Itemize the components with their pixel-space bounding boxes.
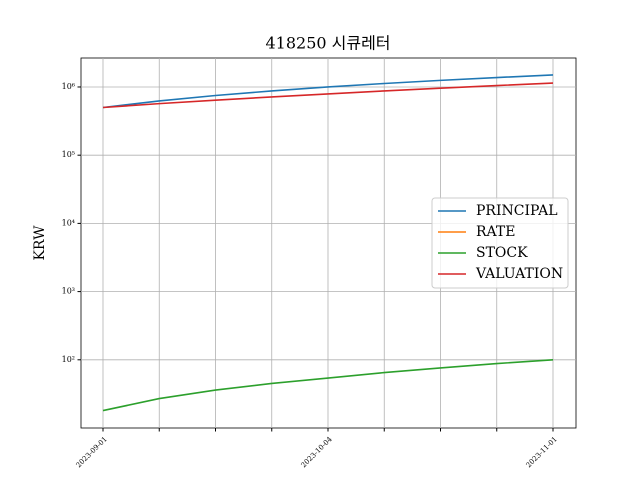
series-line — [102, 358, 554, 412]
y-tick-label: 10² — [62, 355, 75, 364]
y-tick-label: 10³ — [62, 287, 75, 296]
legend-label: VALUATION — [475, 266, 563, 282]
y-axis-label: KRW — [32, 225, 48, 261]
series-line — [102, 82, 554, 109]
x-tick-label: 2023-10-04 — [300, 435, 335, 470]
legend-label: RATE — [476, 224, 515, 240]
legend-box — [431, 197, 569, 289]
legend: PRINCIPAL RATE STOCK VALUATION — [431, 197, 569, 289]
legend-label: STOCK — [476, 245, 528, 261]
y-tick-label: 10⁵ — [62, 150, 75, 159]
series-line — [102, 74, 554, 109]
y-tick-label: 10⁴ — [62, 218, 75, 227]
y-tick-label: 10⁶ — [62, 82, 75, 91]
chart-title: 418250 시큐레터 — [265, 34, 390, 53]
x-tick-label: 2023-11-01 — [525, 435, 559, 469]
legend-label: PRINCIPAL — [476, 203, 558, 219]
x-tick-label: 2023-09-01 — [75, 435, 109, 469]
